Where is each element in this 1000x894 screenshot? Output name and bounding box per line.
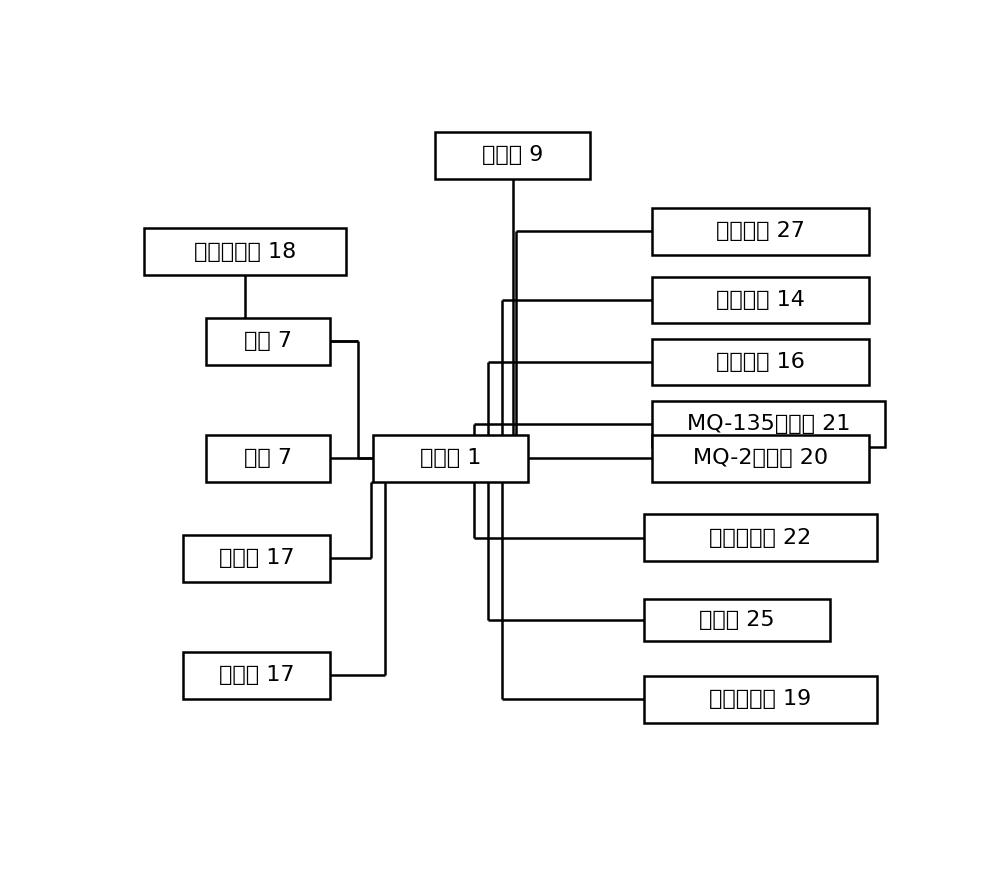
FancyBboxPatch shape	[652, 207, 869, 255]
Text: 电磁阆 17: 电磁阆 17	[219, 665, 294, 685]
FancyBboxPatch shape	[183, 652, 330, 698]
FancyBboxPatch shape	[206, 435, 330, 482]
Text: 温度传感器 18: 温度传感器 18	[194, 242, 296, 262]
FancyBboxPatch shape	[644, 514, 877, 561]
Text: 风扇 7: 风扇 7	[244, 332, 292, 351]
FancyBboxPatch shape	[652, 276, 869, 324]
FancyBboxPatch shape	[652, 435, 869, 482]
Text: 湿度传感器 19: 湿度传感器 19	[709, 689, 812, 709]
Text: 金属网 9: 金属网 9	[482, 146, 543, 165]
FancyBboxPatch shape	[644, 600, 830, 641]
Text: 第二电机 16: 第二电机 16	[716, 352, 805, 372]
FancyBboxPatch shape	[183, 535, 330, 582]
Text: 控制器 1: 控制器 1	[420, 449, 481, 468]
FancyBboxPatch shape	[652, 339, 869, 385]
FancyBboxPatch shape	[206, 318, 330, 365]
Text: MQ-2传感器 20: MQ-2传感器 20	[693, 449, 828, 468]
FancyBboxPatch shape	[644, 676, 877, 722]
Text: 甲醇传感器 22: 甲醇传感器 22	[709, 527, 812, 547]
FancyBboxPatch shape	[373, 435, 528, 482]
Text: 电磁阆 17: 电磁阆 17	[219, 548, 294, 569]
Text: 风扇 7: 风扇 7	[244, 449, 292, 468]
FancyBboxPatch shape	[652, 401, 885, 447]
FancyBboxPatch shape	[435, 132, 590, 179]
Text: MQ-135传感器 21: MQ-135传感器 21	[687, 414, 850, 434]
Text: 第一电机 14: 第一电机 14	[716, 290, 805, 310]
FancyBboxPatch shape	[144, 229, 346, 275]
Text: 存储器 25: 存储器 25	[699, 610, 775, 630]
Text: 第三电机 27: 第三电机 27	[716, 221, 805, 241]
